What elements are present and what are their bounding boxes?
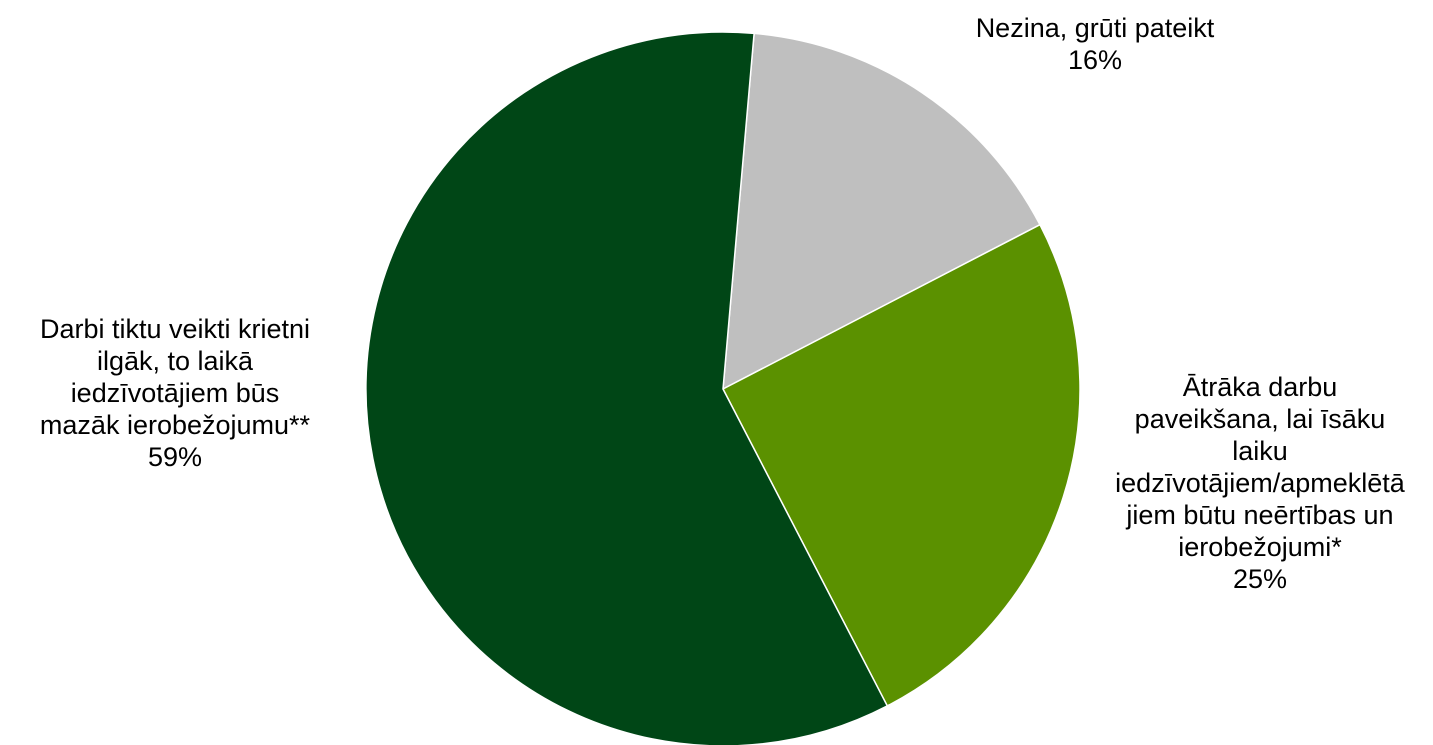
slice-value-label: 59% xyxy=(147,442,203,472)
slice-value-label: 16% xyxy=(1067,45,1123,75)
slice-atraka xyxy=(721,223,1081,707)
slice-label-line: Nezina, grūti pateikt xyxy=(975,13,1215,43)
slice-label-line: ilgāk, to laikā xyxy=(96,346,254,376)
slice-nezina xyxy=(722,32,1041,391)
slice-label-line: mazāk ierobežojumu** xyxy=(39,410,311,440)
slice-value-label: 25% xyxy=(1232,564,1288,594)
slice-label-darbi: Darbi tiktu veikti krietni ilgāk, to lai… xyxy=(5,313,345,473)
slice-label-nezina: Nezina, grūti pateikt 16% xyxy=(930,12,1260,76)
slice-label-line: Ātrāka darbu xyxy=(1182,372,1338,402)
slice-label-line: jiem būtu neērtības un xyxy=(1126,500,1394,530)
slice-label-line: paveikšana, lai īsāku xyxy=(1134,404,1386,434)
slice-label-line: laiku xyxy=(1232,436,1288,466)
slice-label-line: iedzīvotājiem/apmeklētā xyxy=(1115,468,1405,498)
slice-label-line: ierobežojumi* xyxy=(1178,532,1342,562)
slice-label-line: iedzīvotājiem būs xyxy=(70,378,280,408)
slice-label-atraka: Ātrāka darbu paveikšana, lai īsāku laiku… xyxy=(1090,371,1430,595)
slice-label-line: Darbi tiktu veikti krietni xyxy=(39,314,311,344)
